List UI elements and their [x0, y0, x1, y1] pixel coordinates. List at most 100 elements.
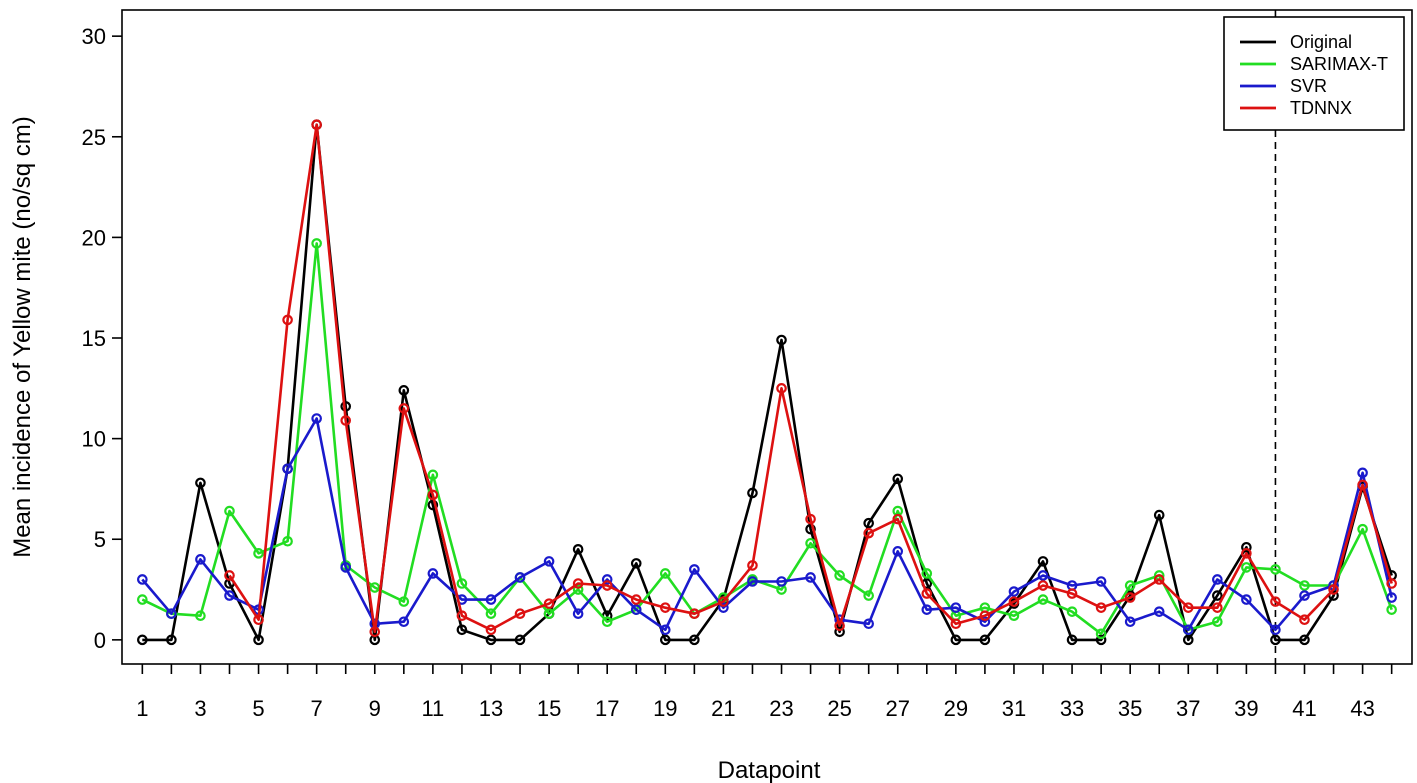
data-point — [340, 562, 352, 573]
x-tick-label: 31 — [1002, 696, 1026, 721]
data-point — [776, 383, 787, 394]
data-point — [805, 572, 816, 583]
data-point — [1270, 624, 1281, 636]
data-point — [514, 634, 526, 646]
x-tick-label: 33 — [1060, 696, 1084, 721]
data-point — [572, 543, 584, 555]
x-axis: 1 3 5 7 9 11 13 15 17 19 21 23 25 27 29 31 33 35 37 39 41 43 — [136, 664, 1393, 721]
data-point — [456, 578, 468, 589]
x-tick-label: 41 — [1292, 696, 1316, 721]
data-point — [834, 626, 845, 638]
data-point — [1328, 584, 1339, 595]
data-point — [1212, 574, 1223, 585]
data-point — [572, 608, 584, 619]
series-sarimax-t — [137, 238, 1397, 640]
data-point — [369, 626, 381, 638]
data-point — [456, 624, 468, 636]
data-point — [137, 594, 148, 605]
legend-label: TDNNX — [1290, 98, 1352, 118]
data-point — [660, 624, 671, 636]
legend-box — [1223, 16, 1405, 131]
series-line — [141, 242, 1393, 636]
x-tick-label: 7 — [311, 696, 323, 721]
data-point — [311, 119, 322, 131]
data-point — [950, 634, 962, 646]
y-tick-label: 10 — [82, 427, 106, 452]
data-point — [572, 578, 584, 589]
data-point — [1299, 580, 1310, 591]
x-tick-label: 25 — [827, 696, 851, 721]
y-tick-label: 30 — [82, 24, 106, 49]
x-tick-label: 17 — [595, 696, 619, 721]
data-point — [1182, 634, 1194, 646]
data-point — [776, 334, 787, 346]
series-tdnnx — [224, 119, 1397, 638]
data-point — [1066, 634, 1078, 646]
data-point — [224, 505, 235, 517]
data-point — [601, 574, 613, 585]
data-point — [543, 608, 555, 619]
data-point — [689, 634, 700, 646]
data-point — [1212, 602, 1223, 613]
data-point — [950, 602, 962, 613]
legend-label: SARIMAX-T — [1290, 54, 1388, 74]
data-point — [630, 558, 642, 569]
x-tick-label: 5 — [252, 696, 264, 721]
data-point — [1299, 634, 1310, 646]
data-point — [834, 620, 845, 632]
x-tick-label: 11 — [421, 696, 444, 721]
data-point — [1270, 596, 1281, 607]
data-point — [747, 560, 758, 571]
data-point — [892, 546, 904, 557]
data-point — [892, 513, 904, 525]
data-point — [427, 489, 439, 501]
data-point — [601, 580, 613, 591]
data-point — [718, 602, 729, 613]
data-point — [572, 584, 584, 595]
data-point — [805, 523, 816, 535]
data-point — [1037, 570, 1049, 581]
x-tick-label: 29 — [944, 696, 968, 721]
y-tick-label: 0 — [94, 628, 106, 653]
data-point — [1037, 580, 1049, 591]
data-point — [1241, 548, 1252, 559]
x-tick-label: 27 — [886, 696, 910, 721]
series-svr — [137, 413, 1397, 636]
data-point — [340, 415, 352, 426]
data-point — [1124, 592, 1136, 603]
data-point — [137, 574, 148, 585]
data-point — [398, 596, 410, 607]
data-point — [1241, 541, 1252, 553]
data-point — [1153, 509, 1165, 521]
data-point — [1037, 556, 1049, 567]
data-point — [427, 469, 439, 481]
data-point — [427, 499, 439, 511]
x-tick-label: 1 — [136, 696, 148, 721]
y-tick-label: 25 — [82, 125, 106, 150]
data-point — [834, 570, 845, 581]
data-point — [950, 618, 962, 630]
data-point — [166, 634, 177, 646]
series-line — [141, 417, 1393, 632]
data-point — [514, 608, 526, 619]
data-point — [1095, 602, 1107, 613]
data-point — [1153, 606, 1165, 617]
x-tick-label: 15 — [537, 696, 561, 721]
series-original — [137, 119, 1397, 646]
data-point — [1066, 588, 1078, 599]
data-point — [689, 564, 700, 575]
data-point — [1095, 628, 1107, 640]
data-point — [863, 590, 874, 601]
data-point — [660, 602, 671, 613]
data-point — [485, 608, 497, 619]
x-tick-label: 43 — [1350, 696, 1374, 721]
data-point — [1008, 586, 1020, 597]
data-point — [485, 624, 497, 636]
data-point — [369, 582, 381, 593]
data-point — [1182, 624, 1194, 636]
data-point — [630, 604, 642, 615]
y-tick-label: 15 — [82, 326, 106, 351]
data-point — [282, 535, 293, 547]
